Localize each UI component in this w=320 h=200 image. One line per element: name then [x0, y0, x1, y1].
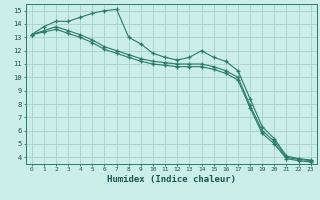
X-axis label: Humidex (Indice chaleur): Humidex (Indice chaleur)	[107, 175, 236, 184]
